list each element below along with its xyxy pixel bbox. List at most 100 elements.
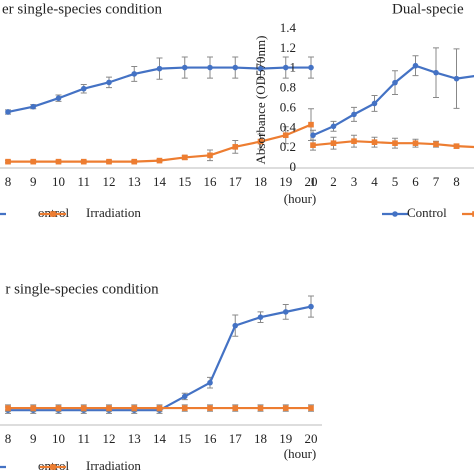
data-point bbox=[412, 140, 419, 146]
data-point bbox=[453, 143, 460, 149]
data-point bbox=[156, 405, 163, 411]
series-line bbox=[8, 305, 312, 412]
data-point bbox=[282, 132, 289, 139]
data-point bbox=[80, 85, 87, 92]
y-tick-label: 0.2 bbox=[280, 139, 296, 154]
x-tick-label: 19 bbox=[279, 431, 292, 446]
data-point bbox=[433, 69, 439, 76]
x-tick-label: 3 bbox=[351, 174, 358, 189]
data-point bbox=[310, 132, 316, 139]
data-point bbox=[30, 103, 37, 110]
y-axis-label: Absorbance (OD570nm) bbox=[253, 36, 268, 165]
data-point bbox=[308, 303, 314, 310]
x-tick-label: 14 bbox=[153, 174, 167, 189]
x-tick-label: 16 bbox=[204, 431, 218, 446]
data-point bbox=[232, 405, 239, 411]
data-point bbox=[55, 405, 62, 411]
y-tick-label: 1.2 bbox=[280, 40, 296, 55]
x-tick-label: 13 bbox=[128, 174, 141, 189]
x-tick-label: 9 bbox=[30, 431, 37, 446]
x-tick-label: 15 bbox=[178, 174, 191, 189]
data-point bbox=[330, 140, 337, 146]
x-tick-label: 1 bbox=[310, 174, 317, 189]
x-tick-label: 10 bbox=[52, 174, 65, 189]
chart-title: r single-species condition bbox=[5, 281, 159, 297]
data-point bbox=[207, 64, 213, 71]
x-tick-label: 8 bbox=[453, 174, 460, 189]
x-tick-label: 8 bbox=[5, 174, 12, 189]
data-point bbox=[257, 138, 264, 145]
data-point bbox=[232, 64, 239, 71]
legend-marker bbox=[472, 211, 474, 217]
data-point bbox=[257, 314, 264, 320]
x-tick-label: 13 bbox=[128, 431, 141, 446]
data-point bbox=[80, 158, 87, 165]
x-tick-label: 17 bbox=[229, 174, 243, 189]
data-point bbox=[308, 121, 314, 128]
data-point bbox=[310, 142, 316, 148]
y-tick-label: 0 bbox=[290, 159, 297, 174]
data-point bbox=[232, 144, 239, 150]
chart-title: Dual-specie bbox=[392, 1, 464, 17]
data-point bbox=[181, 393, 188, 400]
x-tick-label: 6 bbox=[412, 174, 419, 189]
data-point bbox=[433, 141, 439, 147]
data-point bbox=[392, 140, 398, 146]
data-point bbox=[207, 379, 213, 386]
legend-marker bbox=[50, 211, 56, 217]
legend-marker bbox=[50, 464, 56, 470]
x-tick-label: 17 bbox=[229, 431, 243, 446]
x-tick-label: 19 bbox=[279, 174, 292, 189]
x-tick-label: 14 bbox=[153, 431, 167, 446]
y-tick-label: 0.8 bbox=[280, 80, 296, 95]
y-tick-label: 1.4 bbox=[280, 20, 297, 35]
chart-title: er single-species condition bbox=[2, 1, 162, 17]
data-point bbox=[330, 123, 337, 130]
data-point bbox=[282, 405, 289, 411]
data-point bbox=[131, 71, 138, 77]
data-point bbox=[453, 75, 460, 82]
data-point bbox=[55, 158, 62, 165]
x-tick-label: 20 bbox=[305, 431, 318, 446]
data-point bbox=[282, 64, 289, 71]
x-tick-label: 9 bbox=[30, 174, 37, 189]
data-point bbox=[30, 158, 37, 165]
x-tick-label: 12 bbox=[103, 174, 116, 189]
data-point bbox=[207, 405, 213, 411]
legend-marker bbox=[392, 211, 398, 217]
data-point bbox=[80, 405, 87, 411]
data-point bbox=[371, 100, 378, 107]
data-point bbox=[106, 405, 112, 411]
legend-label: Irradiation bbox=[86, 205, 141, 220]
x-tick-label: 7 bbox=[433, 174, 440, 189]
x-tick-label: 12 bbox=[103, 431, 116, 446]
series-line bbox=[312, 64, 474, 137]
data-point bbox=[181, 64, 188, 71]
data-point bbox=[156, 157, 163, 164]
y-tick-label: 0.6 bbox=[280, 99, 297, 114]
data-point bbox=[5, 405, 11, 411]
x-tick-label: 11 bbox=[77, 431, 90, 446]
data-point bbox=[351, 138, 357, 144]
data-point bbox=[55, 95, 62, 102]
x-axis-label: (hour) bbox=[284, 191, 317, 206]
data-point bbox=[257, 405, 264, 411]
x-tick-label: 18 bbox=[254, 174, 267, 189]
data-point bbox=[106, 158, 112, 165]
data-point bbox=[30, 405, 37, 411]
data-point bbox=[131, 158, 138, 165]
data-point bbox=[351, 111, 357, 118]
x-axis-label: (hour) bbox=[284, 446, 317, 461]
data-point bbox=[5, 109, 11, 115]
x-tick-label: 8 bbox=[5, 431, 12, 446]
data-point bbox=[257, 65, 264, 72]
x-tick-label: 18 bbox=[254, 431, 267, 446]
data-point bbox=[282, 309, 289, 315]
data-point bbox=[207, 152, 213, 159]
data-point bbox=[412, 62, 419, 69]
data-point bbox=[5, 158, 11, 165]
data-point bbox=[156, 65, 163, 72]
legend-label: Irradiation bbox=[86, 458, 141, 473]
x-tick-label: 16 bbox=[204, 174, 218, 189]
